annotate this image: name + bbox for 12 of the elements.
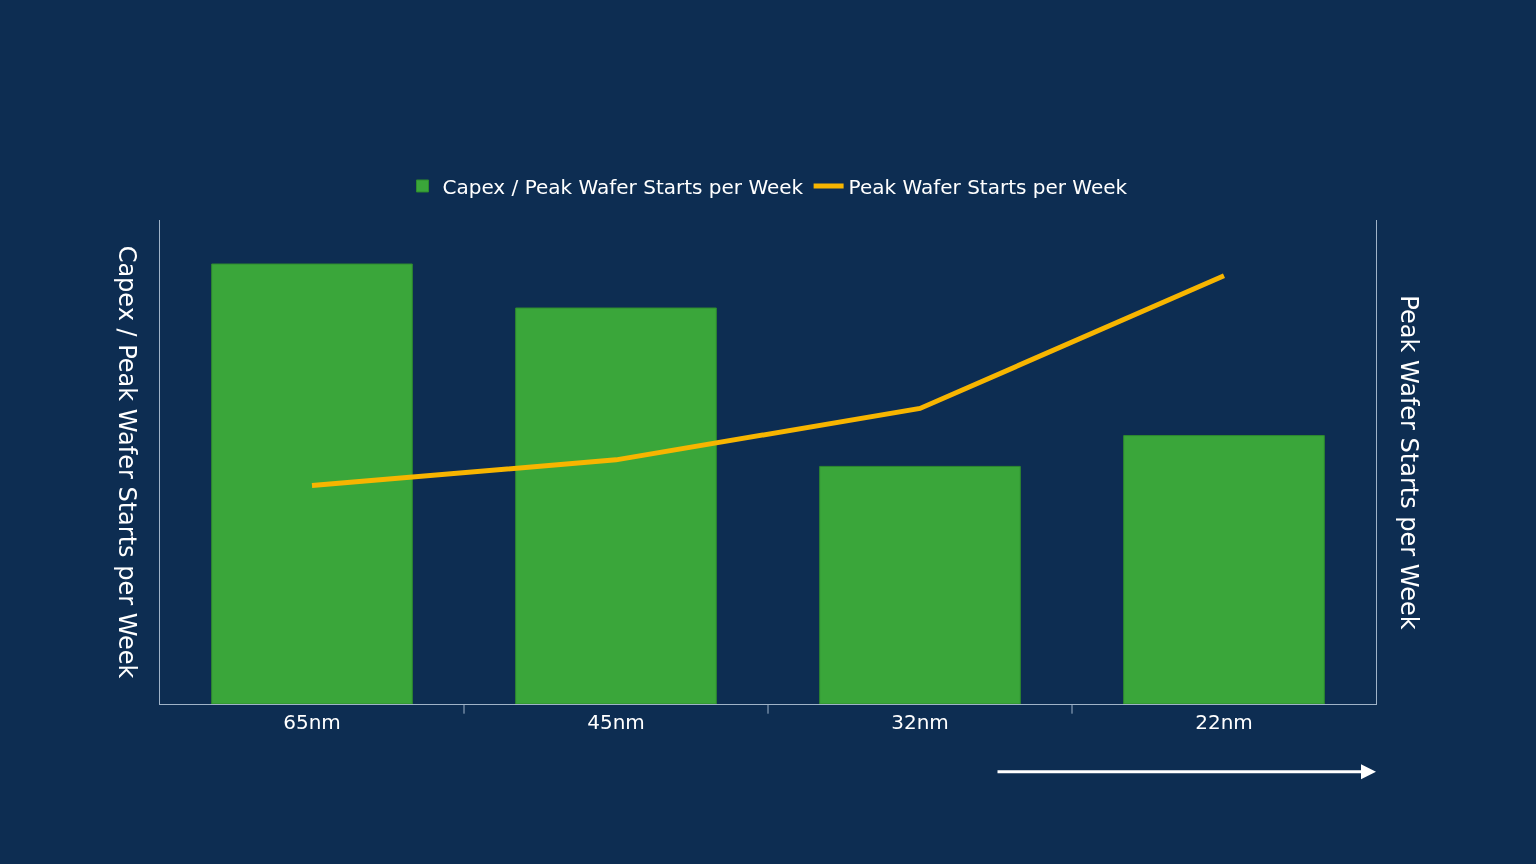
- bar: [515, 307, 717, 704]
- x-tick-label: 45nm: [587, 710, 645, 734]
- bar: [1123, 435, 1325, 704]
- legend-label: Capex / Peak Wafer Starts per Week: [442, 174, 804, 199]
- legend-label: Peak Wafer Starts per Week: [848, 174, 1128, 199]
- x-tick-label: 65nm: [283, 710, 341, 734]
- x-tick-label: 32nm: [891, 710, 949, 734]
- y2-axis-title: Peak Wafer Starts per Week: [1394, 295, 1423, 630]
- y-axis-title: Capex / Peak Wafer Starts per Week: [113, 245, 142, 679]
- x-tick-label: 22nm: [1195, 710, 1253, 734]
- bar: [819, 465, 1021, 704]
- bar: [211, 263, 413, 704]
